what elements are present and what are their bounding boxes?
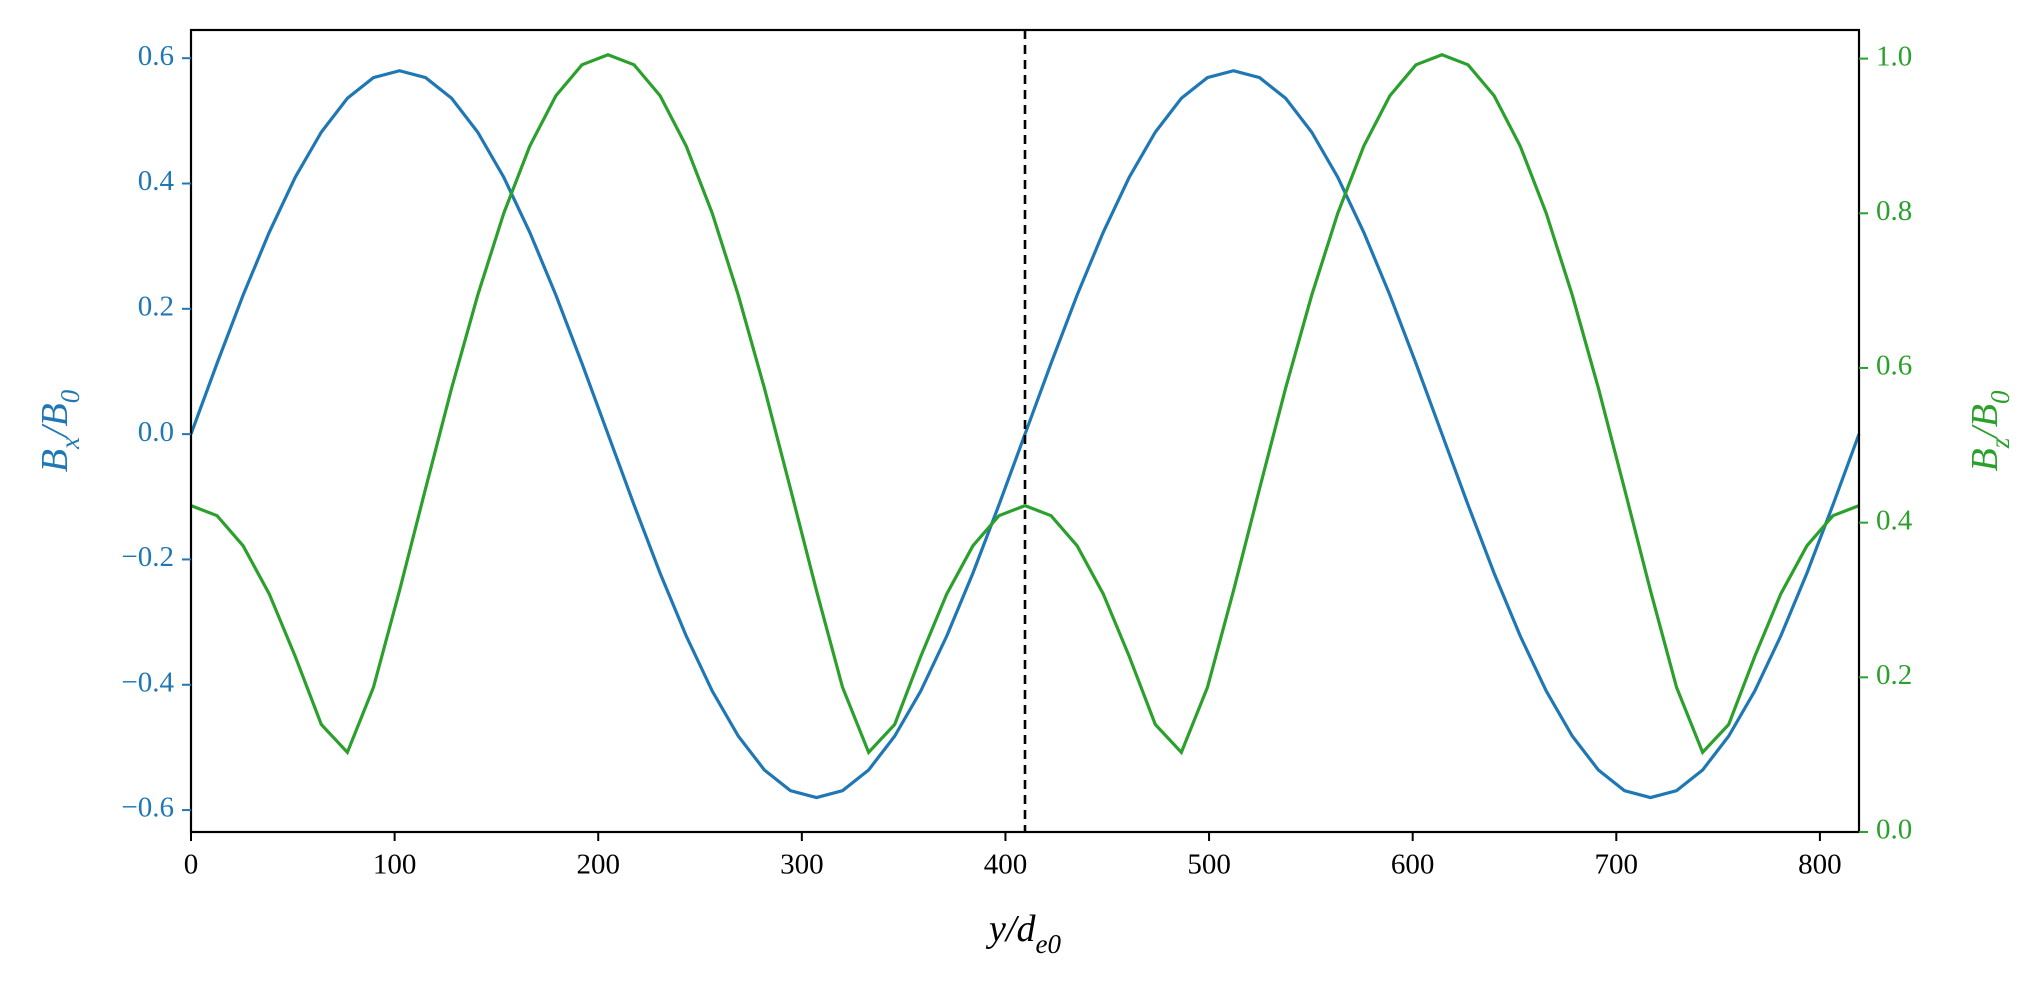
- y2-axis-label-part: B: [1964, 448, 2006, 471]
- y-axis-label-part: 0: [55, 389, 85, 403]
- y-axis-label-part: /B: [34, 403, 76, 439]
- y2-axis-label: Bz/B0: [1964, 390, 2015, 472]
- x-tick-label: 400: [984, 849, 1028, 881]
- x-tick-label: 0: [184, 849, 199, 881]
- y-tick-label: −0.4: [121, 666, 174, 698]
- y2-axis-label-part: /B: [1964, 404, 2006, 440]
- y2-tick-label: 0.2: [1876, 659, 1912, 691]
- x-tick-label: 300: [780, 849, 824, 881]
- plot-frame: [189, 28, 1861, 834]
- y-axis-label: Bx/B0: [34, 389, 85, 472]
- y2-tick-label: 0.6: [1876, 350, 1912, 382]
- y2-axis-label-part: 0: [1985, 390, 2015, 404]
- x-axis-label-part: e0: [1035, 929, 1061, 959]
- x-axis-label-part: y/d: [985, 908, 1036, 950]
- x-tick-label: 600: [1391, 849, 1435, 881]
- data-line: [190, 53, 1860, 756]
- y-axis-label-part: B: [34, 449, 76, 472]
- y-tick-label: 0.6: [138, 40, 174, 72]
- y2-tick-label: 0.0: [1876, 814, 1912, 846]
- x-tick-label: 800: [1798, 849, 1842, 881]
- x-tick-label: 200: [576, 849, 620, 881]
- data-line: [189, 69, 1861, 800]
- y2-tick-label: 0.4: [1876, 504, 1913, 536]
- y-tick-label: 0.4: [138, 165, 175, 197]
- y-axis-label-part: x: [55, 437, 85, 450]
- y-tick-label: 0.0: [138, 416, 174, 448]
- x-axis-label: y/de0: [985, 908, 1061, 959]
- x-tick-label: 700: [1595, 849, 1639, 881]
- y2-tick-label: 0.8: [1876, 195, 1912, 227]
- y-tick-label: 0.2: [138, 290, 174, 322]
- x-tick-label: 100: [373, 849, 417, 881]
- x-tick-label: 500: [1187, 849, 1231, 881]
- y-tick-label: −0.2: [121, 541, 174, 573]
- y-tick-label: −0.6: [121, 792, 174, 824]
- y2-axis-label-part: z: [1985, 437, 2015, 449]
- y2-tick-label: 1.0: [1876, 40, 1912, 72]
